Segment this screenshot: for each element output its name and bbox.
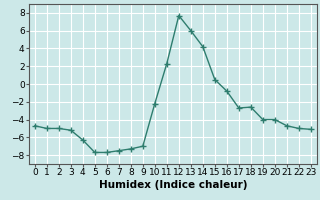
X-axis label: Humidex (Indice chaleur): Humidex (Indice chaleur) [99,180,247,190]
